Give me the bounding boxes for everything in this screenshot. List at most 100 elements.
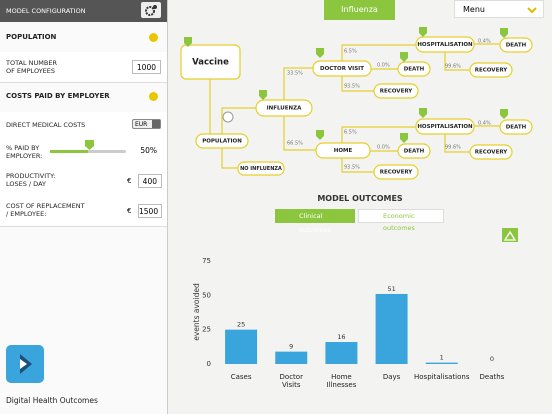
x-tick-label: Doctor Visits: [279, 373, 303, 389]
bar: [225, 329, 258, 364]
node-label: RECOVERY: [475, 68, 509, 74]
marker: [400, 52, 408, 62]
value-label: 0: [490, 355, 494, 363]
edge: [341, 126, 416, 173]
marker: [419, 27, 427, 37]
field-row: % PAID BY EMPLOYER: 50%: [0, 136, 167, 167]
paid-value: 50%: [132, 144, 161, 158]
y-axis-label: events avoided: [192, 283, 201, 341]
menu-button[interactable]: Menu: [454, 0, 544, 18]
node-label: DEATH: [506, 43, 527, 49]
marker: [316, 48, 324, 58]
field-row: TOTAL NUMBER OF EMPLOYEES 1000: [0, 52, 167, 83]
info-icon[interactable]: [149, 33, 158, 42]
bar: [275, 351, 308, 364]
active-tab[interactable]: Influenza: [324, 0, 395, 20]
node-box[interactable]: [469, 62, 513, 78]
node-label: HOSPITALISATION: [417, 124, 473, 130]
currency-symbol: €: [127, 207, 132, 215]
node-box[interactable]: [237, 161, 285, 176]
edge: [221, 107, 256, 134]
node-label: Vaccine: [192, 58, 229, 68]
value-label: 9: [289, 343, 293, 351]
currency-symbol: €: [127, 177, 132, 185]
node-label: RECOVERY: [475, 150, 509, 156]
node-box[interactable]: [415, 118, 475, 135]
node-label: POPULATION: [202, 139, 242, 145]
employees-input[interactable]: 1000: [132, 60, 161, 74]
edge: [444, 43, 500, 71]
marker: [316, 130, 324, 140]
marker: [500, 109, 508, 119]
menu-label: Menu: [463, 5, 485, 14]
field-label: % PAID BY EMPLOYER:: [6, 144, 43, 160]
x-tick-label: Cases: [230, 373, 252, 381]
node-box[interactable]: [373, 164, 419, 180]
node-box[interactable]: [373, 83, 419, 99]
y-tick-label: 75: [202, 257, 211, 265]
brand-name: Digital Health Outcomes: [6, 396, 98, 405]
bar: [325, 342, 358, 364]
node-label: RECOVERY: [380, 89, 414, 95]
slider-thumb[interactable]: [85, 140, 94, 150]
edge: [283, 116, 316, 151]
node-box[interactable]: [499, 37, 533, 53]
node-box[interactable]: [469, 144, 513, 160]
node-box[interactable]: [312, 60, 372, 77]
settings-button[interactable]: [141, 2, 161, 18]
field-label: PRODUCTIVITY: LOSES / DAY: [6, 172, 56, 188]
node-label: DEATH: [404, 67, 425, 73]
edge-label: 0.4%: [478, 121, 491, 127]
node-box[interactable]: [397, 61, 431, 77]
edge-label: 0.0%: [377, 145, 390, 151]
economic-tab[interactable]: Economic outcomes: [358, 209, 444, 232]
chart-toggle[interactable]: [502, 228, 518, 242]
clinical-tab[interactable]: Clinical outcomes: [275, 209, 355, 234]
x-tick-label: Days: [382, 373, 401, 381]
logo-mark: [20, 354, 32, 374]
node-label: NO INFLUENZA: [240, 166, 282, 172]
node-box[interactable]: [415, 36, 475, 53]
outcomes-title: MODEL OUTCOMES: [317, 194, 403, 203]
sidebar: MODEL CONFIGURATION POPULATION TOTAL NUM…: [0, 0, 168, 414]
node-box[interactable]: [255, 99, 313, 117]
edge: [283, 67, 313, 100]
currency-select[interactable]: EUR: [132, 119, 161, 129]
slider-track[interactable]: [50, 150, 126, 153]
x-tick-label: Hospitalisations: [414, 373, 470, 381]
node-label: DEATH: [404, 149, 425, 155]
bar: [425, 362, 458, 364]
field-row: COST OF REPLACEMENT / EMPLOYEE: € 1500: [0, 196, 167, 227]
productivity-input[interactable]: 400: [138, 174, 162, 188]
edge: [341, 44, 416, 92]
field-row: DIRECT MEDICAL COSTS EUR: [0, 112, 167, 137]
gear-icon: [145, 5, 157, 16]
brand-logo: [6, 345, 44, 383]
node-box[interactable]: [499, 119, 533, 135]
node-box[interactable]: [195, 133, 249, 149]
sidebar-header: MODEL CONFIGURATION: [0, 0, 167, 22]
edge-label: 66.5%: [287, 141, 303, 147]
node-markers: [184, 27, 508, 143]
marker: [419, 108, 427, 118]
edge: [221, 148, 238, 169]
dropdown-arrow: [152, 120, 160, 128]
nodes: Vaccine POPULATION INFLUENZA DOCTOR VISI…: [180, 36, 533, 180]
edge-label: 33.5%: [287, 71, 303, 77]
node-box[interactable]: [315, 142, 371, 159]
node-box[interactable]: [397, 143, 431, 159]
replacement-input[interactable]: 1500: [138, 204, 162, 218]
x-tick-label: Home Illnesses: [326, 373, 357, 389]
info-icon[interactable]: [149, 92, 158, 101]
chevron: [527, 7, 537, 14]
edge-label: 0.0%: [377, 63, 390, 69]
node-box[interactable]: [180, 44, 241, 80]
decision-tree: 33.5% 66.5% 6.5% 0.0% 93.5% 0.4% 99.6% 6…: [180, 27, 533, 180]
value-label: 51: [387, 285, 395, 293]
currency-value: EUR: [135, 121, 148, 128]
edge-label: 0.4%: [478, 39, 491, 45]
value-label: 25: [237, 321, 245, 329]
value-label: 16: [337, 333, 345, 341]
toggle[interactable]: [222, 111, 234, 123]
